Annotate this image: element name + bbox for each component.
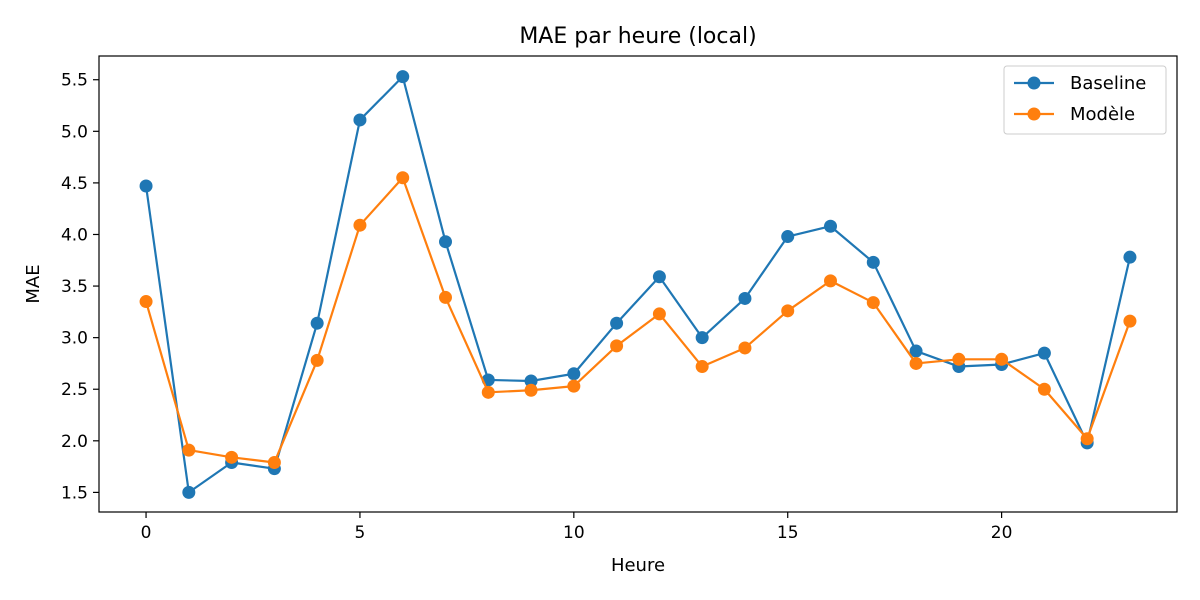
data-point-modele	[524, 383, 538, 397]
x-axis-label: Heure	[611, 555, 665, 576]
y-axis-label: MAE	[23, 264, 44, 303]
data-point-baseline	[524, 374, 538, 388]
data-point-baseline	[824, 219, 837, 233]
data-point-modele	[1123, 314, 1137, 328]
data-point-modele	[310, 353, 324, 367]
plot-area	[99, 56, 1177, 512]
data-point-modele	[439, 290, 452, 304]
data-point-baseline	[695, 331, 709, 345]
y-tick-label: 4.5	[61, 174, 88, 194]
data-point-baseline	[738, 291, 752, 305]
series-layer	[139, 70, 1137, 499]
series-line-baseline	[144, 75, 1132, 494]
data-point-modele	[909, 356, 923, 370]
y-tick-label: 3.0	[61, 329, 88, 349]
data-point-modele	[267, 455, 281, 469]
y-tick-label: 2.0	[61, 432, 88, 452]
x-tick-label: 5	[355, 523, 366, 543]
data-point-modele	[225, 450, 239, 464]
data-point-modele	[652, 307, 666, 321]
x-tick-label: 20	[991, 523, 1013, 543]
data-point-modele	[139, 295, 153, 309]
data-point-baseline	[567, 367, 581, 381]
data-point-baseline	[610, 316, 624, 330]
data-point-baseline	[652, 270, 666, 284]
data-point-baseline	[310, 316, 324, 330]
legend: Baseline Modèle	[1003, 65, 1167, 135]
y-tick-label: 1.5	[61, 483, 88, 503]
data-point-baseline	[1037, 346, 1051, 360]
data-point-modele	[353, 218, 367, 232]
data-point-modele	[695, 360, 709, 374]
data-point-modele	[567, 379, 581, 393]
data-point-modele	[1037, 382, 1051, 396]
y-tick-label: 3.5	[61, 277, 88, 297]
y-tick-label: 5.5	[61, 71, 88, 91]
y-tick-label: 4.0	[61, 225, 88, 245]
data-point-modele	[738, 341, 752, 355]
legend-marker-baseline	[1027, 76, 1041, 90]
data-point-modele	[396, 171, 410, 185]
legend-label-baseline: Baseline	[1070, 73, 1146, 94]
ticks-layer: 0 5 10 15 20 1.5 2.0 2.5 3.0 3.5 4.0 4.5 5.0 5.5	[61, 71, 1012, 543]
data-point-baseline	[353, 113, 367, 127]
data-point-baseline	[182, 485, 196, 499]
data-point-baseline	[396, 70, 410, 84]
data-point-baseline	[781, 230, 795, 244]
data-point-baseline	[1123, 250, 1137, 264]
x-tick-label: 10	[563, 523, 585, 543]
plot-frame	[98, 55, 1178, 513]
data-point-modele	[824, 274, 837, 288]
legend-label-modele: Modèle	[1070, 104, 1135, 125]
data-point-baseline	[439, 235, 452, 249]
data-point-modele	[781, 304, 795, 318]
data-point-modele	[481, 385, 495, 399]
data-point-modele	[182, 443, 196, 457]
data-point-modele	[995, 352, 1009, 366]
data-point-modele	[866, 296, 880, 310]
chart-title: MAE par heure (local)	[519, 24, 756, 49]
x-tick-label: 0	[141, 523, 152, 543]
x-tick-label: 15	[777, 523, 799, 543]
data-point-modele	[1080, 432, 1094, 446]
data-point-baseline	[139, 179, 153, 193]
series-line-modele	[145, 176, 1131, 464]
data-point-modele	[610, 339, 624, 353]
data-point-baseline	[909, 344, 923, 358]
y-tick-label: 5.0	[61, 122, 88, 142]
data-point-modele	[952, 352, 966, 366]
legend-marker-modele	[1027, 107, 1041, 121]
y-tick-label: 2.5	[61, 380, 88, 400]
data-point-baseline	[866, 255, 880, 269]
